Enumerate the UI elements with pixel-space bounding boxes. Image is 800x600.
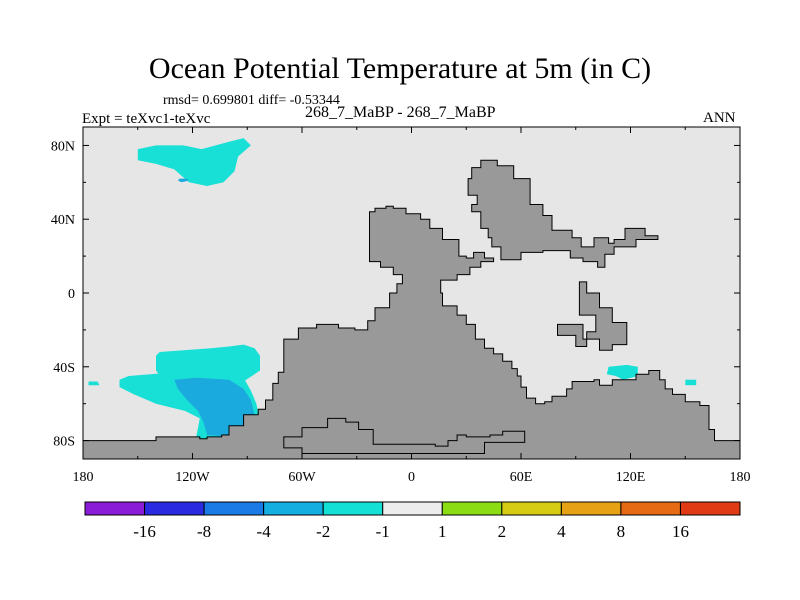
- y-tick-label: 40S: [53, 361, 75, 376]
- land-southern-polar-strip: [283, 417, 526, 454]
- anomaly-region-2: [177, 178, 189, 183]
- anomaly-region-6: [88, 381, 100, 386]
- anomaly-region-9: [685, 379, 697, 386]
- colorbar-label: -2: [316, 522, 330, 541]
- x-tick-label: 60E: [510, 470, 533, 485]
- colorbar-label: 1: [438, 522, 447, 541]
- land-small-island-continent: [557, 281, 628, 351]
- anomaly-region-1: [137, 138, 251, 186]
- x-tick-label: 60W: [288, 470, 316, 485]
- colorbar-swatch: [620, 501, 681, 516]
- colorbar-label: 2: [498, 522, 507, 541]
- x-tick-label: 180: [73, 470, 94, 485]
- colorbar-swatch: [382, 501, 443, 516]
- season-label: ANN: [703, 110, 736, 126]
- colorbar-label: -8: [197, 522, 211, 541]
- land-central-continent: [82, 205, 741, 460]
- x-tick-label: 180: [730, 470, 751, 485]
- y-tick-label: 80N: [51, 139, 75, 154]
- colorbar-swatch: [322, 501, 384, 516]
- colorbar-swatch: [441, 501, 503, 516]
- y-tick-label: 40N: [51, 213, 75, 228]
- land-asia-peninsula: [467, 159, 659, 268]
- colorbar-swatch: [501, 501, 562, 516]
- colorbar-swatch: [263, 501, 324, 516]
- colorbar-label: 4: [557, 522, 566, 541]
- case-label: 268_7_MaBP - 268_7_MaBP: [305, 104, 496, 121]
- colorbar-swatch: [144, 501, 205, 516]
- colorbar-swatch: [84, 501, 146, 516]
- x-tick-label: 120E: [616, 470, 646, 485]
- colorbar-swatch: [679, 501, 741, 516]
- colorbar-label: 8: [617, 522, 626, 541]
- x-tick-label: 0: [408, 470, 415, 485]
- anomaly-region-8: [606, 364, 638, 380]
- colorbar-label: -1: [376, 522, 390, 541]
- rmsd-diff-stats: rmsd= 0.699801 diff= -0.53344: [163, 93, 340, 108]
- x-tick-label: 120W: [175, 470, 210, 485]
- colorbar-label: -16: [133, 522, 156, 541]
- experiment-label: Expt = teXvc1-teXvc: [82, 111, 211, 127]
- chart-title: Ocean Potential Temperature at 5m (in C): [148, 52, 652, 85]
- colorbar-swatch: [203, 501, 265, 516]
- colorbar-label: 16: [672, 522, 689, 541]
- anomaly-region-5: [174, 377, 259, 437]
- colorbar-label: -4: [257, 522, 272, 541]
- colorbar-swatch: [560, 501, 622, 516]
- y-tick-label: 80S: [53, 435, 75, 450]
- y-tick-label: 0: [68, 287, 75, 302]
